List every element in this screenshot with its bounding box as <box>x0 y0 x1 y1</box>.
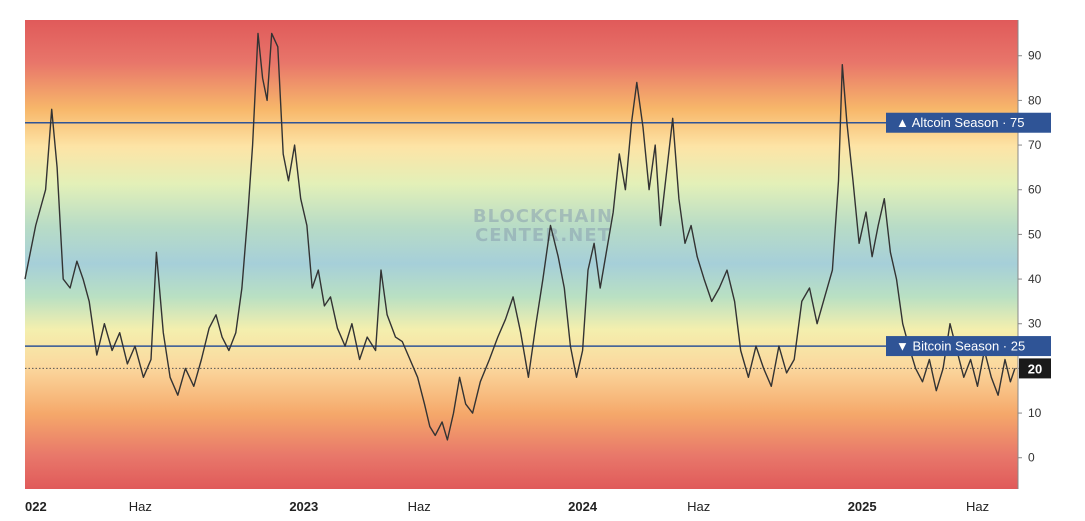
watermark-line-1: BLOCKCHAIN <box>473 206 613 227</box>
x-tick-label: Haz <box>408 499 431 514</box>
x-tick-label: 2023 <box>289 499 318 514</box>
threshold-badge-bg <box>886 112 1051 133</box>
threshold-badge-label: ▲ Altcoin Season · 75 <box>896 115 1025 130</box>
threshold-badge-bg <box>886 336 1051 357</box>
threshold-badge-label: ▼ Bitcoin Season · 25 <box>896 339 1025 354</box>
y-tick-label: 30 <box>1028 317 1042 331</box>
y-tick-label: 10 <box>1028 406 1042 420</box>
current-value-badge: 20 <box>1019 358 1051 379</box>
y-tick-label: 70 <box>1028 138 1042 152</box>
threshold-badge-0: ▲ Altcoin Season · 75 <box>886 112 1051 133</box>
y-tick-label: 60 <box>1028 183 1042 197</box>
y-tick-label: 80 <box>1028 93 1042 107</box>
threshold-badge-value: 25 <box>1011 339 1025 354</box>
y-tick-label: 90 <box>1028 49 1042 63</box>
x-tick-label: Haz <box>129 499 152 514</box>
x-tick-label: Haz <box>687 499 710 514</box>
right-axis-panel <box>1018 20 1062 489</box>
threshold-badge-1: ▼ Bitcoin Season · 25 <box>886 336 1051 357</box>
plot-background <box>25 20 1018 489</box>
threshold-badge-value: 75 <box>1010 115 1024 130</box>
watermark: BLOCKCHAIN CENTER.NET <box>473 206 613 246</box>
series-line <box>24 32 1016 441</box>
current-badge-label: 20 <box>1028 361 1042 376</box>
y-tick-label: 40 <box>1028 272 1042 286</box>
watermark-line-2: CENTER.NET <box>475 225 611 246</box>
current-badge-bg <box>1019 358 1051 379</box>
x-tick-label: 2025 <box>848 499 877 514</box>
x-tick-label: Haz <box>966 499 989 514</box>
x-tick-label: 022 <box>25 499 47 514</box>
threshold-badges: ▲ Altcoin Season · 75 ▼ Bitcoin Season · … <box>886 112 1051 379</box>
y-tick-label: 50 <box>1028 227 1042 241</box>
threshold-lines <box>25 121 1018 347</box>
y-tick-label: 0 <box>1028 451 1035 465</box>
x-axis-labels: 022 Haz 2023 Haz 2024 Haz 2025 Haz <box>25 499 989 514</box>
x-tick-label: 2024 <box>568 499 598 514</box>
